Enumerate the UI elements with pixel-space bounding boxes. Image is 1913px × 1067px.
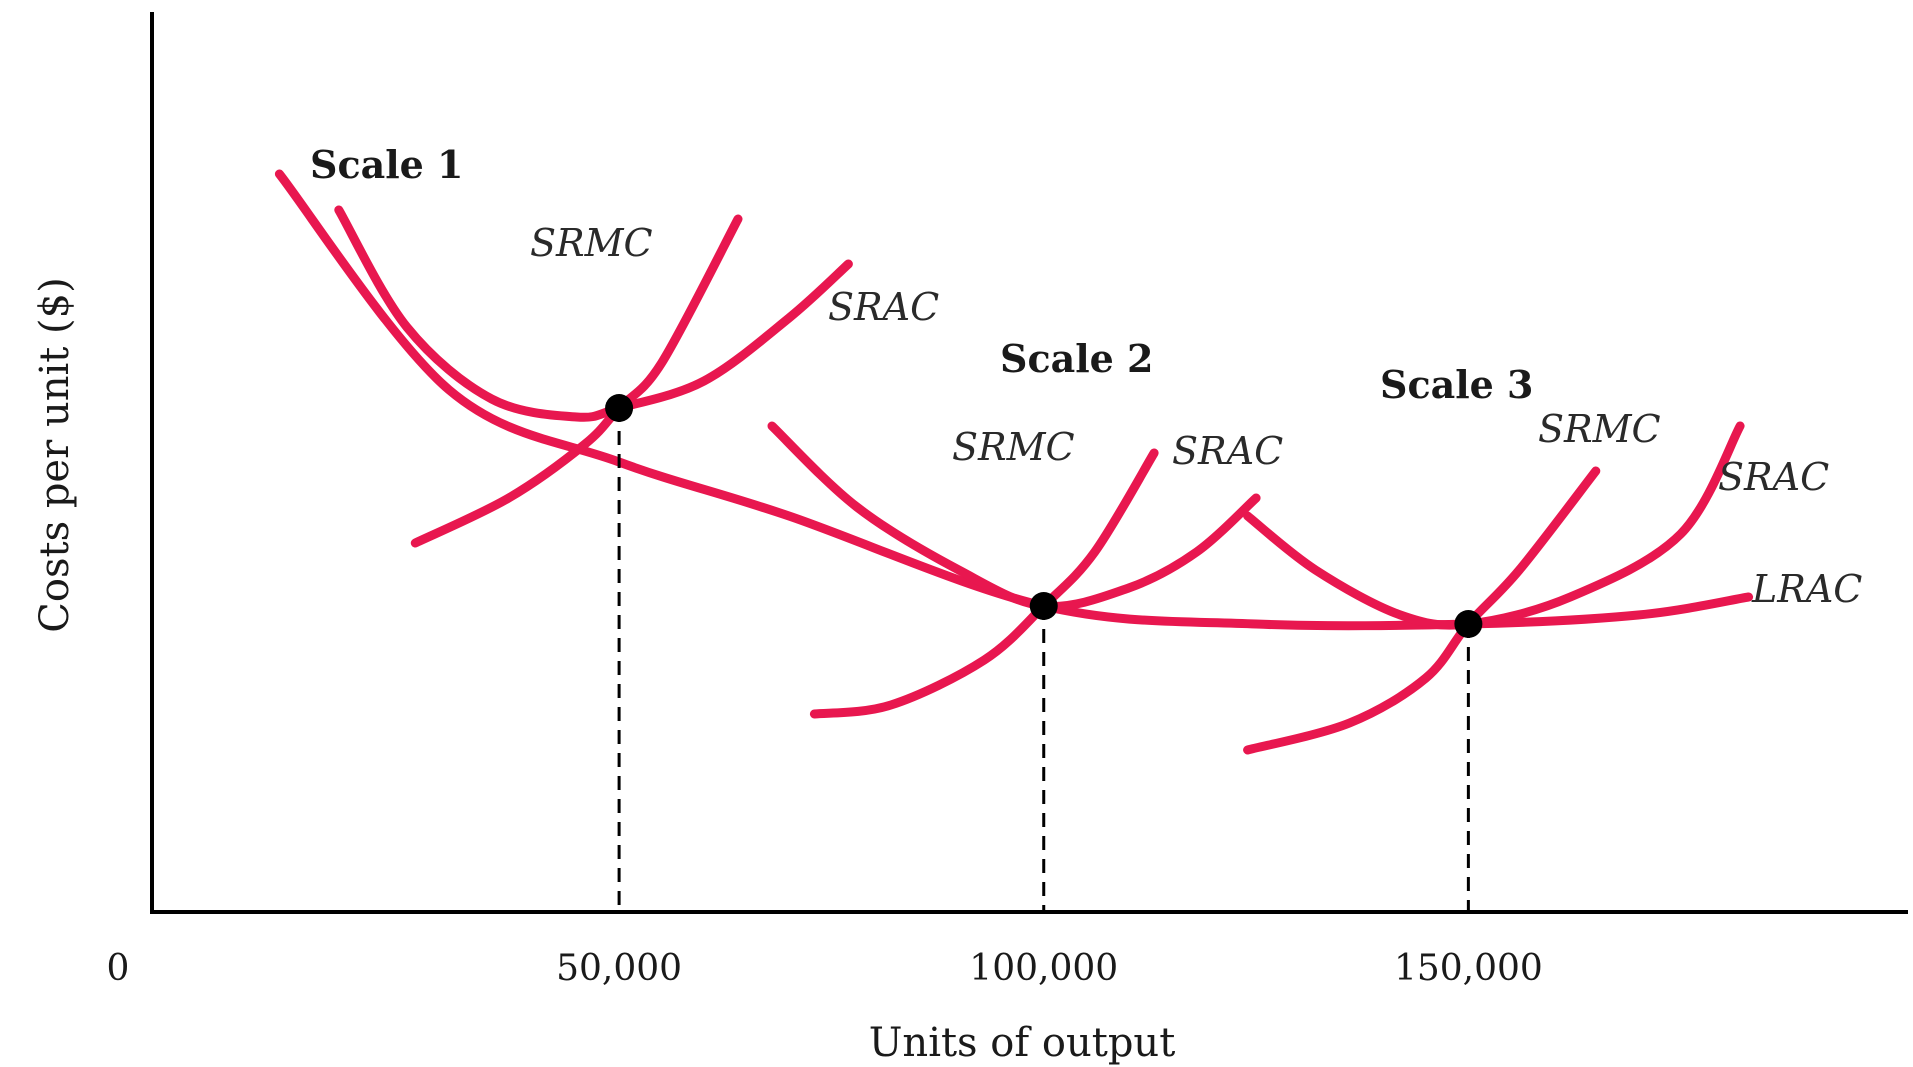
y-axis-title: Costs per unit ($) bbox=[32, 277, 78, 632]
tangency-point-1 bbox=[605, 394, 634, 422]
x-tick-label: 100,000 bbox=[969, 948, 1118, 989]
x-tick-label: 150,000 bbox=[1394, 948, 1543, 989]
points-layer bbox=[605, 394, 1483, 638]
curve-srac-5 bbox=[1243, 421, 1745, 630]
tangency-point-2 bbox=[1029, 592, 1058, 620]
x-axis-title: Units of output bbox=[869, 1020, 1176, 1066]
curves-layer bbox=[274, 169, 1754, 755]
labels-layer: 50,000 100,000 150,000 Scale 1 SRMC SRAC Scale… bbox=[310, 142, 1862, 989]
origin-tick-label: 0 bbox=[107, 948, 130, 989]
srmc-label-1: SRMC bbox=[530, 221, 653, 265]
curve-srac-1 bbox=[334, 205, 853, 422]
lrac-label: LRAC bbox=[1751, 567, 1862, 611]
curve-srmc-4 bbox=[809, 448, 1159, 719]
curve-srmc-2 bbox=[410, 214, 743, 548]
srac-label-3: SRAC bbox=[1718, 455, 1829, 499]
srmc-label-2: SRMC bbox=[952, 425, 1075, 469]
guides-layer bbox=[617, 408, 1470, 912]
curve-srmc-6 bbox=[1243, 466, 1601, 755]
scale-label-1: Scale 1 bbox=[310, 142, 463, 187]
scale-label-2: Scale 2 bbox=[1000, 336, 1153, 381]
x-tick-label: 50,000 bbox=[556, 948, 682, 989]
scale-label-3: Scale 3 bbox=[1380, 362, 1533, 407]
tangency-point-3 bbox=[1454, 610, 1483, 638]
srmc-label-3: SRMC bbox=[1538, 407, 1661, 451]
srac-label-1: SRAC bbox=[828, 285, 939, 329]
srac-label-2: SRAC bbox=[1172, 429, 1283, 473]
